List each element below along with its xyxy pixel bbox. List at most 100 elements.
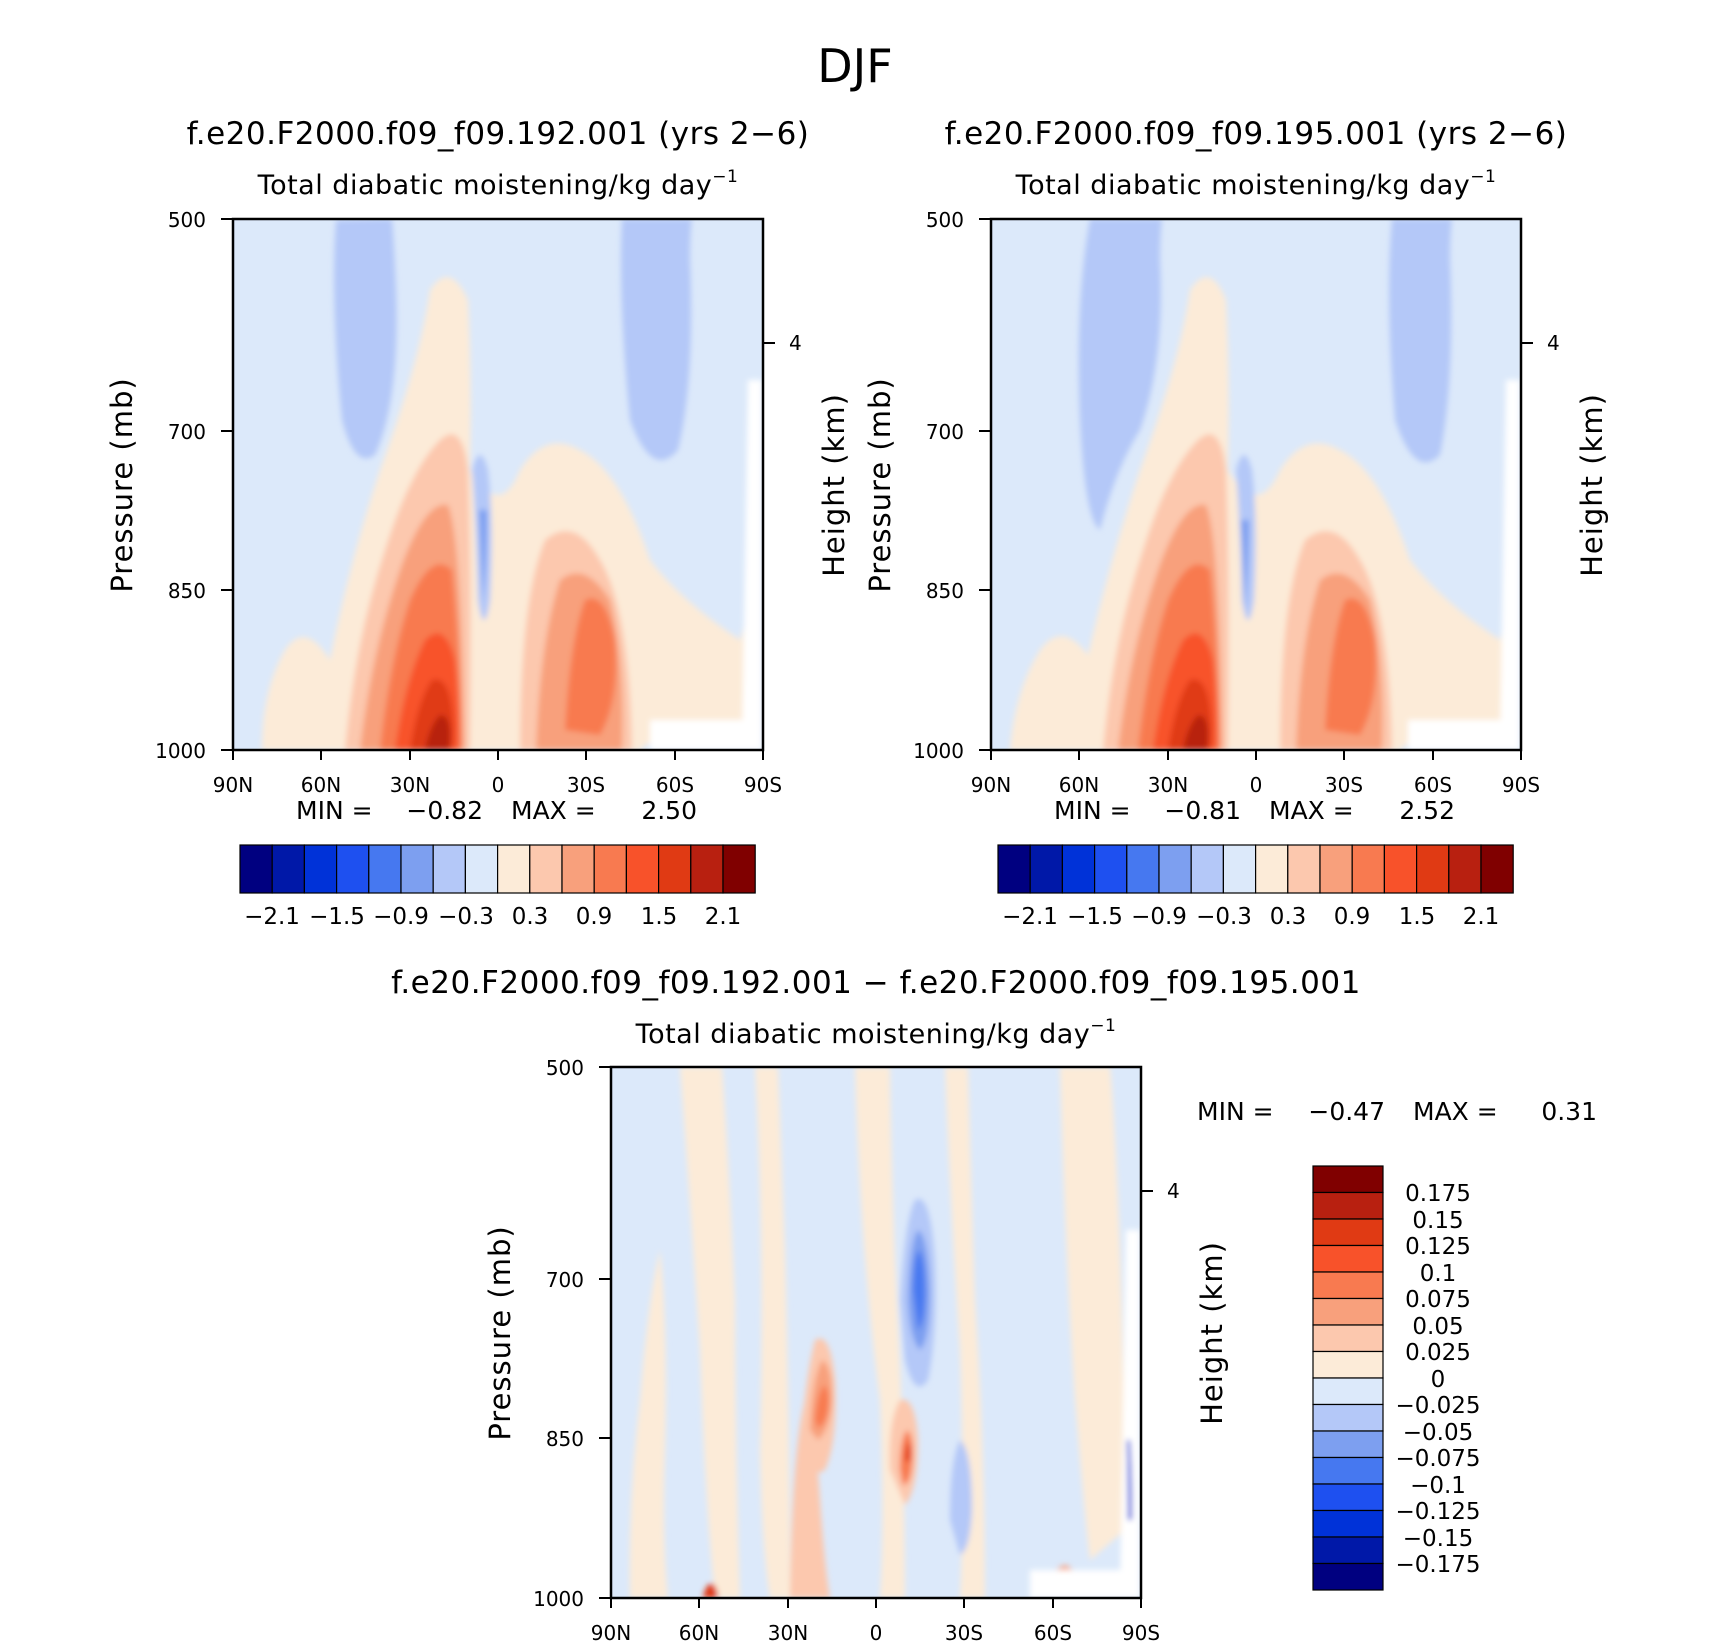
panel-c-ytick-label: 1000 [533, 1587, 584, 1611]
panel-c-colorbar-label: 0.175 [1405, 1181, 1471, 1207]
panel-c-max-value: 0.31 [1541, 1097, 1597, 1126]
panel-a-missing-data [650, 720, 762, 750]
panel-c-xtick-label: 90N [591, 1621, 631, 1642]
panel-a-ytick-label: 700 [168, 420, 206, 444]
colorbar-box [1029, 844, 1063, 894]
panel-a-min-value: −0.82 [406, 796, 483, 825]
panel-a-xtick-label: 60S [656, 773, 694, 797]
colorbar-box [1312, 1456, 1384, 1485]
panel-c-colorbar-label: 0.1 [1420, 1261, 1457, 1287]
panel-a-y2tick-label: 4 [789, 331, 802, 355]
panel-c-subtitle: Total diabatic moistening/kg day−1 [635, 1016, 1117, 1050]
colorbar-box [1312, 1165, 1384, 1194]
panel-c-y-axis: 500 700 850 1000 Pressure (mb) 4 Height … [483, 1056, 1229, 1611]
panel-c-missing-data [1030, 1570, 1140, 1598]
panel-c-colorbar-label: −0.05 [1403, 1420, 1473, 1446]
panel-c-patch-level-6 [905, 1442, 911, 1462]
colorbar-box [464, 844, 499, 894]
panel-b-missing-edge [1500, 380, 1520, 750]
colorbar-box [1093, 844, 1128, 894]
panel-b-field [991, 219, 1521, 750]
colorbar-box [303, 844, 338, 894]
colorbar-box [690, 844, 724, 894]
colorbar-box [997, 844, 1031, 894]
panel-c-minmax: MIN = −0.47 MAX = 0.31 [1197, 1097, 1597, 1126]
panel-c-y2tick-label: 4 [1167, 1179, 1180, 1203]
panel-a-y-axis: 500 700 850 1000 Pressure (mb) 4 Height … [105, 208, 851, 763]
panel-a-colorbar-label: −0.9 [373, 904, 429, 930]
panel-a-colorbar-label: −0.3 [438, 904, 494, 930]
panel-b-colorbar-label: 0.3 [1270, 904, 1307, 930]
figure-title: DJF [817, 39, 892, 93]
colorbar-box [593, 844, 628, 894]
panel-a-neg-tongue-sh [621, 219, 692, 460]
panel-c-xtick-label: 0 [870, 1621, 883, 1642]
colorbar-box [1312, 1297, 1384, 1326]
panel-b-y-axis: 500 700 850 1000 Pressure (mb) 4 Height … [863, 208, 1609, 763]
panel-b-xtick-label: 60N [1059, 773, 1099, 797]
panel-c-patch-level-4 [815, 1385, 829, 1428]
panel-b-minmax: MIN = −0.81 MAX = 2.52 [1054, 796, 1455, 825]
colorbar-box [497, 844, 531, 894]
colorbar-box [1448, 844, 1482, 894]
panel-c: f.e20.F2000.f09_f09.192.001 − f.e20.F200… [391, 965, 1597, 1642]
panel-b-missing-data [1408, 720, 1520, 750]
panel-b-ylabel: Pressure (mb) [863, 377, 897, 592]
panel-c-ytick-label: 500 [546, 1056, 584, 1080]
colorbar-box [1319, 844, 1353, 894]
panel-c-colorbar: 0.175 0.15 0.125 0.1 0.075 0.05 0.025 0 … [1312, 1165, 1481, 1591]
panel-b-eq-neg-2 [1241, 520, 1249, 610]
panel-a-colorbar-label: 0.3 [512, 904, 549, 930]
panel-a-title: f.e20.F2000.f09_f09.192.001 (yrs 2−6) [187, 116, 810, 152]
colorbar-box [271, 844, 306, 894]
panel-a-missing-edge [742, 380, 762, 750]
panel-c-max-label: MAX = [1413, 1097, 1498, 1126]
colorbar-box [1287, 844, 1321, 894]
panel-a-max-label: MAX = [511, 796, 596, 825]
panel-c-colorbar-label: −0.175 [1395, 1552, 1480, 1578]
panel-b-neg-tongue-sh [1389, 219, 1452, 463]
panel-a-subtitle-text: Total diabatic moistening/kg day [257, 170, 713, 201]
panel-b-colorbar-label: 0.9 [1334, 904, 1371, 930]
colorbar-box [1312, 1324, 1384, 1353]
panel-c-colorbar-label: 0.05 [1412, 1314, 1463, 1340]
panel-a-colorbar-label: −1.5 [309, 904, 365, 930]
panel-a-subtitle-exp: −1 [712, 167, 738, 187]
colorbar-box [400, 844, 434, 894]
panel-b-sh-level-4 [1325, 598, 1376, 735]
panel-c-streak-pos [755, 1067, 790, 1598]
panel-c-ytick-label: 850 [546, 1427, 584, 1451]
panel-c-neg-level-1 [950, 1440, 972, 1555]
panel-b-ytick-label: 1000 [913, 739, 964, 763]
panel-c-colorbar-label: 0.025 [1405, 1340, 1471, 1366]
colorbar-box [1312, 1403, 1384, 1432]
panel-a-y2label: Height (km) [817, 393, 851, 577]
panel-a-xtick-label: 60N [301, 773, 341, 797]
panel-b-xtick-label: 90S [1502, 773, 1540, 797]
panel-b-ytick-label: 500 [926, 208, 964, 232]
colorbar-box [1312, 1562, 1384, 1591]
panel-c-colorbar-boxes [1312, 1165, 1384, 1591]
colorbar-box [1126, 844, 1160, 894]
panel-c-y2label: Height (km) [1195, 1241, 1229, 1425]
panel-c-patch-level-6 [703, 1583, 718, 1598]
colorbar-box [1312, 1244, 1384, 1273]
panel-c-colorbar-label: −0.15 [1403, 1526, 1473, 1552]
panel-a-xtick-label: 90S [744, 773, 782, 797]
colorbar-box [1158, 844, 1192, 894]
panel-c-xtick-label: 60S [1034, 1621, 1072, 1642]
panel-c-xtick-label: 30S [945, 1621, 983, 1642]
panel-c-ytick-label: 700 [546, 1268, 584, 1292]
panel-b-neg-tongue-nh [1078, 219, 1162, 530]
colorbar-box [625, 844, 660, 894]
colorbar-box [529, 844, 563, 894]
panel-b-xtick-label: 30S [1325, 773, 1363, 797]
panel-c-xtick-label: 60N [679, 1621, 719, 1642]
colorbar-box [1312, 1377, 1384, 1406]
panel-c-title: f.e20.F2000.f09_f09.192.001 − f.e20.F200… [391, 965, 1361, 1001]
panel-c-min-value: −0.47 [1308, 1097, 1385, 1126]
panel-b-nh-level-7 [1183, 715, 1208, 750]
panel-c-missing-edge [1120, 1230, 1140, 1598]
panel-a-xtick-label: 30S [567, 773, 605, 797]
panel-c-ylabel: Pressure (mb) [483, 1225, 517, 1440]
